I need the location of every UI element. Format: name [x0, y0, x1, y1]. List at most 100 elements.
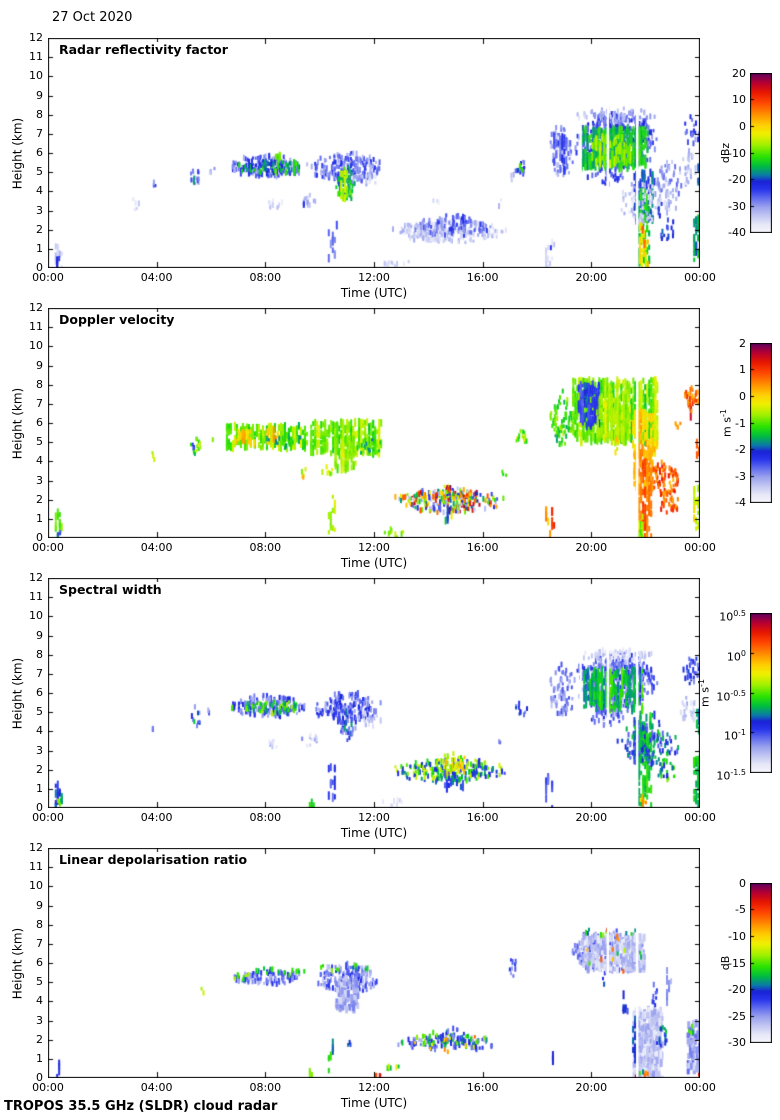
x-tick-label: 20:00: [575, 541, 608, 554]
y-tick-label: 0: [36, 531, 43, 544]
colorbar-tick-label: -25: [728, 1009, 746, 1023]
colorbar-velocity: [750, 343, 772, 503]
y-tick-label: 11: [29, 320, 43, 334]
y-tick-label: 8: [36, 107, 43, 121]
y-tick-label: 4: [36, 184, 43, 198]
date-label: 27 Oct 2020: [52, 10, 133, 25]
x-tick-label: 00:00: [684, 1081, 716, 1094]
y-tick-label: 9: [36, 898, 43, 912]
y-tick-label: 6: [36, 686, 43, 699]
y-tick-label: 1: [36, 241, 43, 255]
colorbar-tick-label: -1: [735, 416, 746, 430]
x-tick-label: 16:00: [466, 541, 499, 554]
y-tick-label: 4: [36, 724, 43, 738]
colorbar-tick-label: -4: [735, 495, 746, 509]
x-axis-label: Time (UTC): [340, 1096, 408, 1110]
y-tick-label: 12: [29, 841, 43, 854]
heatmap-canvas-reflectivity: [48, 38, 700, 268]
colorbar-tick-label: -30: [728, 1035, 746, 1049]
x-tick-label: 04:00: [140, 541, 173, 554]
x-axis-label: Time (UTC): [340, 826, 408, 840]
y-tick-label: 0: [36, 1071, 43, 1084]
colorbar-tick-label: -2: [735, 442, 746, 456]
x-tick-label: 00:00: [684, 811, 716, 824]
y-tick-label: 1: [36, 511, 43, 525]
colorbar-tick-label: 10-1.5: [716, 767, 746, 783]
x-tick-label: 00:00: [32, 541, 64, 554]
y-tick-label: 8: [36, 647, 43, 661]
y-tick-label: 7: [36, 126, 43, 140]
y-tick-label: 11: [29, 50, 43, 64]
y-tick-label: 9: [36, 88, 43, 102]
panel-ldr: Linear depolarisation ratio Height (km) …: [0, 841, 780, 1118]
panel-doppler-velocity: Doppler velocity Height (km) Time (UTC) …: [0, 301, 780, 578]
colorbar-tick-label: 2: [739, 336, 746, 350]
y-tick-label: 12: [29, 571, 43, 584]
colorbar-ldr: [750, 883, 772, 1043]
x-tick-label: 16:00: [466, 271, 499, 284]
colorbar-tick-label: -10: [728, 146, 746, 160]
colorbar-tick-label: 20: [732, 66, 746, 80]
colorbar-tick-label: -30: [728, 199, 746, 213]
y-tick-label: 8: [36, 377, 43, 391]
x-tick-label: 12:00: [358, 1081, 390, 1094]
y-tick-label: 9: [36, 358, 43, 372]
x-tick-label: 12:00: [358, 271, 390, 284]
y-tick-label: 12: [29, 31, 43, 44]
y-tick-label: 5: [36, 705, 43, 719]
x-tick-label: 16:00: [466, 811, 499, 824]
y-tick-label: 5: [36, 165, 43, 179]
instrument-caption: TROPOS 35.5 GHz (SLDR) cloud radar: [4, 1099, 278, 1114]
colorbar-tick-label: 100: [726, 648, 746, 664]
y-tick-label: 3: [36, 473, 43, 487]
y-tick-label: 7: [36, 396, 43, 410]
panel-title: Doppler velocity: [57, 312, 177, 327]
heatmap-canvas-ldr: [48, 848, 700, 1078]
x-tick-label: 08:00: [249, 811, 282, 824]
colorbar-tick-label: 1: [739, 362, 746, 376]
colorbar-tick-label: 0: [739, 389, 746, 403]
y-tick-label: 10: [29, 339, 43, 353]
panel-title: Linear depolarisation ratio: [57, 852, 250, 867]
y-tick-label: 4: [36, 994, 43, 1008]
x-tick-label: 12:00: [358, 811, 390, 824]
colorbar-tick-label: 0: [739, 119, 746, 133]
x-tick-label: 08:00: [249, 271, 282, 284]
colorbar-tick-label: -40: [728, 225, 746, 239]
x-tick-label: 00:00: [32, 271, 64, 284]
y-tick-label: 1: [36, 1051, 43, 1065]
y-tick-label: 6: [36, 416, 43, 429]
x-tick-label: 00:00: [684, 271, 716, 284]
x-tick-label: 00:00: [32, 1081, 64, 1094]
colorbar-tick-label: 0: [739, 876, 746, 890]
y-tick-label: 10: [29, 69, 43, 83]
y-tick-label: 10: [29, 609, 43, 623]
heatmap-canvas-spectral-width: [48, 578, 700, 808]
colorbar-tick-label: -10: [728, 929, 746, 943]
y-tick-label: 12: [29, 301, 43, 314]
y-tick-label: 7: [36, 666, 43, 680]
x-tick-label: 16:00: [466, 1081, 499, 1094]
y-tick-label: 2: [36, 762, 43, 776]
y-tick-label: 10: [29, 879, 43, 893]
x-axis-label: Time (UTC): [340, 556, 408, 570]
y-tick-label: 5: [36, 975, 43, 989]
x-tick-label: 04:00: [140, 1081, 173, 1094]
colorbar-tick-label: -15: [728, 956, 746, 970]
colorbar-tick-label: -5: [735, 902, 746, 916]
panel-reflectivity: Radar reflectivity factor Height (km) Ti…: [0, 31, 780, 308]
colorbar-reflectivity: [750, 73, 772, 233]
y-tick-label: 4: [36, 454, 43, 468]
x-tick-label: 00:00: [684, 541, 716, 554]
x-tick-label: 04:00: [140, 811, 173, 824]
y-tick-label: 0: [36, 261, 43, 274]
x-tick-label: 08:00: [249, 541, 282, 554]
x-tick-label: 20:00: [575, 811, 608, 824]
y-tick-label: 0: [36, 801, 43, 814]
y-tick-label: 5: [36, 435, 43, 449]
panel-spectral-width: Spectral width Height (km) Time (UTC) m …: [0, 571, 780, 848]
y-tick-label: 6: [36, 146, 43, 159]
y-tick-label: 3: [36, 1013, 43, 1027]
x-tick-label: 12:00: [358, 541, 390, 554]
